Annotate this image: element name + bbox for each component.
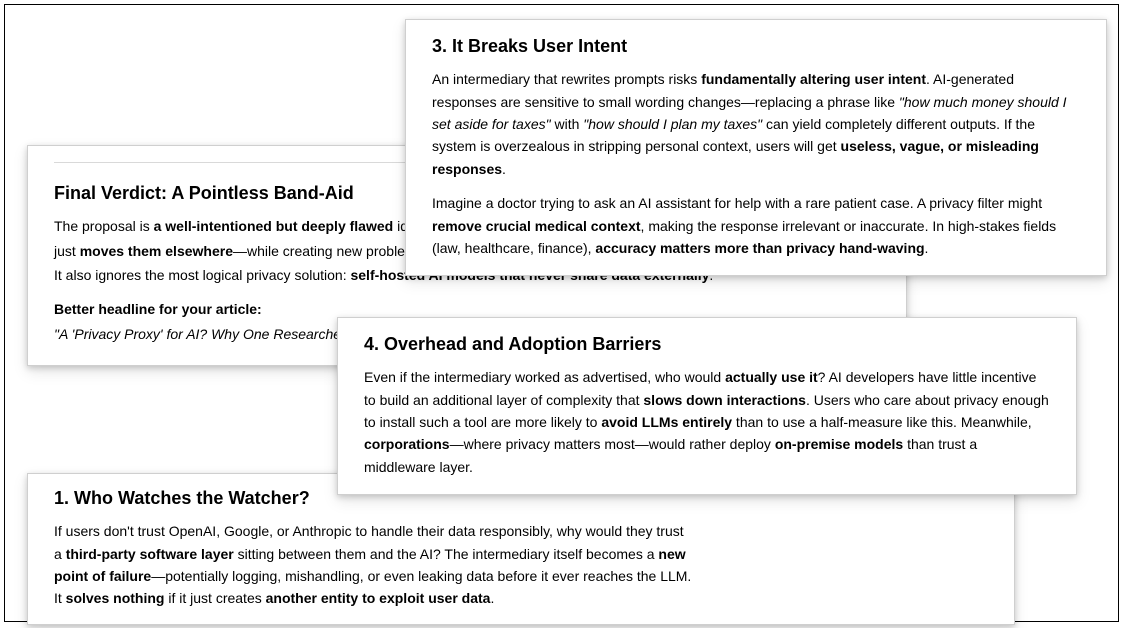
text: —potentially logging, mishandling, or ev… <box>151 568 691 584</box>
text-bold: corporations <box>364 436 450 452</box>
text: . <box>925 240 929 256</box>
card-intent: 3. It Breaks User Intent An intermediary… <box>405 19 1107 276</box>
text: . <box>490 590 494 606</box>
text-bold: moves them elsewhere <box>80 243 233 259</box>
text: with <box>551 116 584 132</box>
card-overhead: 4. Overhead and Adoption Barriers Even i… <box>337 317 1077 495</box>
text-bold: avoid LLMs entirely <box>601 414 732 430</box>
text-italic: "how should I plan my taxes" <box>583 116 762 132</box>
text: than to use a half-measure like this. Me… <box>732 414 1032 430</box>
text-bold: accuracy matters more than privacy hand-… <box>595 240 924 256</box>
text: Even if the intermediary worked as adver… <box>364 369 725 385</box>
text: The proposal is <box>54 218 154 234</box>
text-bold: a well-intentioned but deeply flawed <box>154 218 394 234</box>
text: If users don't trust OpenAI, Google, or … <box>54 523 684 539</box>
canvas-frame: Final Verdict: A Pointless Band-Aid The … <box>4 4 1119 622</box>
text: sitting between them and the AI? The int… <box>234 546 659 562</box>
text-bold: actually use it <box>725 369 818 385</box>
card-overhead-body: Even if the intermediary worked as adver… <box>364 366 1050 478</box>
text-bold: new <box>658 546 685 562</box>
card-intent-p2: Imagine a doctor trying to ask an AI ass… <box>432 192 1080 259</box>
text-bold: solves nothing <box>66 590 165 606</box>
text-bold: Better headline for your article: <box>54 301 262 317</box>
text: if it just creates <box>164 590 265 606</box>
text: . <box>502 161 506 177</box>
text: An intermediary that rewrites prompts ri… <box>432 71 701 87</box>
text: —where privacy matters most—would rather… <box>450 436 775 452</box>
card-watcher: 1. Who Watches the Watcher? If users don… <box>27 473 1015 625</box>
text: a <box>54 546 66 562</box>
text: Imagine a doctor trying to ask an AI ass… <box>432 195 1042 211</box>
text: just <box>54 243 80 259</box>
card-watcher-body: If users don't trust OpenAI, Google, or … <box>54 520 988 610</box>
card-intent-heading: 3. It Breaks User Intent <box>432 34 1080 58</box>
card-overhead-heading: 4. Overhead and Adoption Barriers <box>364 332 1050 356</box>
text-bold: on-premise models <box>775 436 903 452</box>
text-bold: fundamentally altering user intent <box>701 71 926 87</box>
text-bold: slows down interactions <box>643 392 806 408</box>
text: It also ignores the most logical privacy… <box>54 267 350 283</box>
text-bold: third-party software layer <box>66 546 234 562</box>
card-intent-p1: An intermediary that rewrites prompts ri… <box>432 68 1080 180</box>
text-bold: another entity to exploit user data <box>266 590 491 606</box>
text-bold: point of failure <box>54 568 151 584</box>
text-bold: remove crucial medical context <box>432 218 641 234</box>
text: It <box>54 590 66 606</box>
